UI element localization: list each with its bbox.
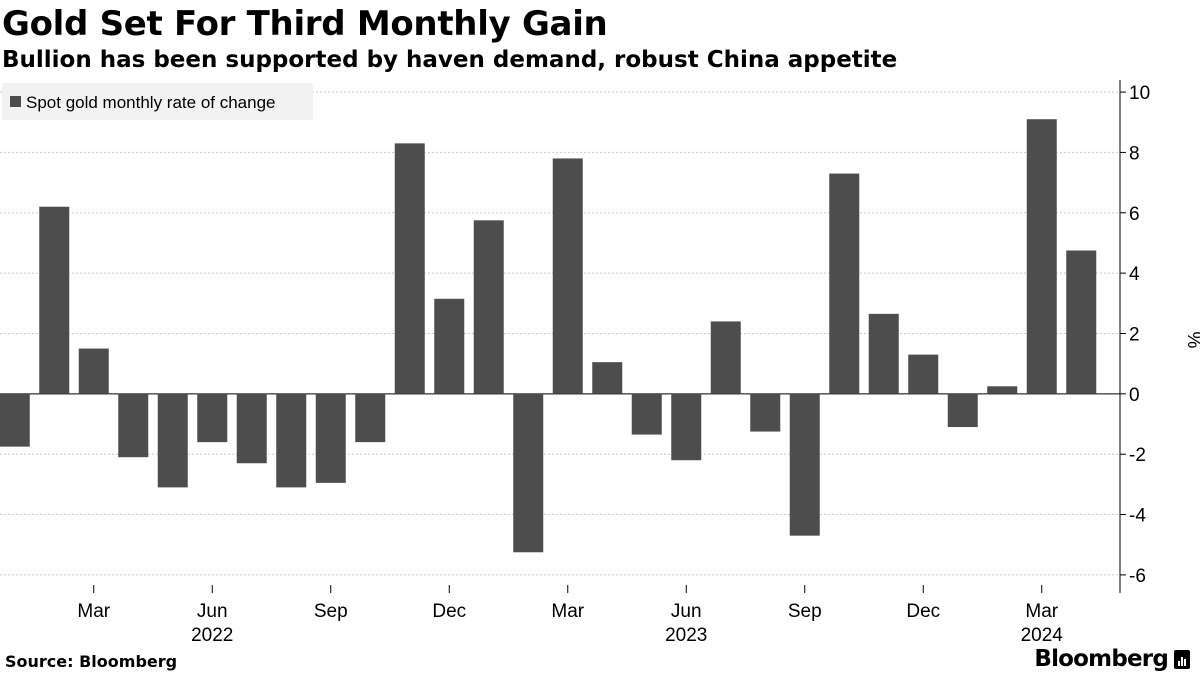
bar	[78, 348, 109, 394]
y-axis-label: %	[1183, 332, 1200, 349]
bar	[671, 393, 702, 461]
x-tick-label: Mar	[1025, 601, 1058, 622]
bar	[947, 393, 978, 428]
bloomberg-terminal-icon	[1174, 649, 1190, 669]
y-tick-label: 10	[1129, 83, 1150, 104]
bar	[1066, 250, 1097, 394]
source-note: Source: Bloomberg	[5, 652, 178, 671]
bar	[592, 362, 623, 394]
y-tick-label: 0	[1129, 385, 1140, 406]
x-tick-label: Dec	[906, 601, 940, 622]
bar	[868, 313, 899, 394]
bar	[157, 393, 188, 488]
x-tick-label: Dec	[432, 601, 466, 622]
legend-background	[2, 83, 313, 120]
bar	[394, 143, 425, 394]
bar	[39, 206, 70, 394]
page-subtitle: Bullion has been supported by haven dema…	[2, 47, 898, 73]
page-title: Gold Set For Third Monthly Gain	[2, 4, 608, 44]
x-tick-label: Jun	[671, 601, 702, 622]
bar	[750, 393, 781, 432]
y-tick-label: -2	[1129, 445, 1146, 466]
y-tick-label: -6	[1129, 566, 1146, 587]
bar	[276, 393, 307, 488]
legend-swatch	[10, 96, 21, 107]
bar	[710, 321, 741, 394]
bars	[0, 119, 1097, 553]
bar	[118, 393, 149, 458]
bar	[315, 393, 346, 483]
bar	[197, 393, 228, 443]
y-tick-label: 6	[1129, 204, 1140, 225]
x-year-label: 2023	[665, 625, 707, 646]
bar	[631, 393, 662, 435]
brand-name: Bloomberg	[1034, 646, 1168, 672]
bar	[355, 393, 386, 443]
y-tick-label: 8	[1129, 143, 1140, 164]
x-year-label: 2024	[1021, 625, 1064, 646]
y-tick-label: 4	[1129, 264, 1140, 285]
x-tick-label: Mar	[551, 601, 584, 622]
bar	[789, 393, 820, 536]
x-tick-label: Mar	[77, 601, 110, 622]
bar	[552, 158, 583, 394]
legend: Spot gold monthly rate of change	[2, 83, 313, 120]
bar	[1026, 119, 1057, 394]
bar	[829, 173, 860, 394]
y-axis: 10 8 6 4 2 0 -2 -4 -6	[1119, 80, 1150, 593]
y-tick-label: -4	[1129, 506, 1146, 527]
y-tick-label: 2	[1129, 324, 1140, 345]
x-tick-label: Sep	[314, 601, 348, 622]
bar	[236, 393, 267, 464]
x-tick-label: Sep	[788, 601, 822, 622]
bar	[908, 354, 939, 394]
x-year-label: 2022	[191, 625, 233, 646]
bar	[434, 298, 465, 394]
bar	[987, 386, 1018, 394]
x-axis: Mar Jun Sep Dec Mar Jun Sep Dec Mar 2022 2023 2024	[77, 585, 1063, 646]
x-tick-label: Jun	[197, 601, 228, 622]
bar	[513, 393, 544, 553]
bar	[473, 220, 504, 394]
legend-label: Spot gold monthly rate of change	[26, 93, 276, 112]
bar	[0, 393, 30, 447]
brand-logo: Bloomberg	[1034, 646, 1190, 672]
